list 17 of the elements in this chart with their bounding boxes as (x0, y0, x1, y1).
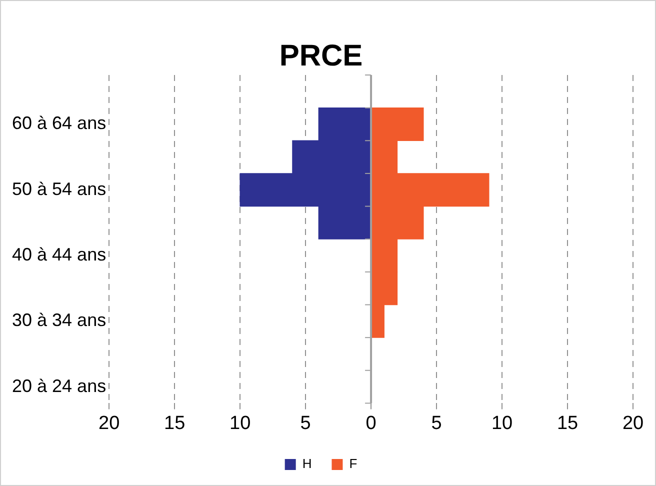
y-tick-label: 40 à 44 ans (12, 244, 106, 264)
x-tick-label: 10 (491, 412, 513, 434)
x-tick-label: 0 (366, 412, 376, 434)
legend-label: H (302, 456, 312, 472)
legend-label: F (349, 456, 358, 472)
x-tick-label: 5 (300, 412, 311, 434)
y-tick-label: 20 à 24 ans (12, 376, 106, 396)
y-tick-label: 60 à 64 ans (12, 113, 106, 134)
x-tick-label: 5 (431, 412, 442, 434)
x-tick-label: 15 (556, 412, 578, 434)
x-tick-label: 20 (622, 412, 644, 434)
x-tick-label: 20 (98, 412, 120, 434)
chart-title: PRCE (279, 39, 363, 72)
x-tick-label: 10 (229, 412, 251, 434)
x-tick-label: 15 (164, 412, 186, 434)
y-tick-label: 30 à 34 ans (12, 310, 106, 330)
y-tick-label: 50 à 54 ans (12, 178, 106, 199)
